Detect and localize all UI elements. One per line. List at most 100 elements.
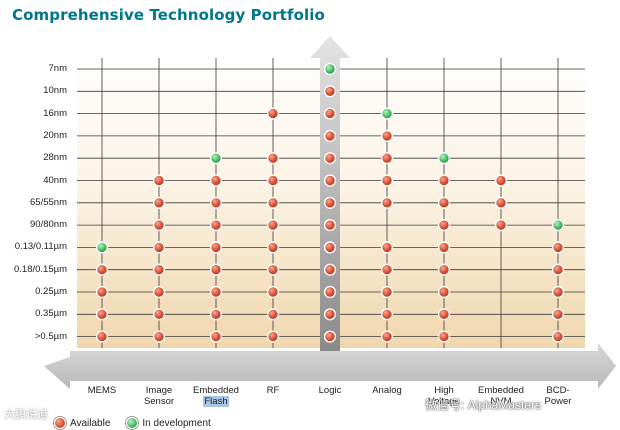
column-label-image-sensor: Image Sensor <box>143 385 175 407</box>
vertical-axis-arrow <box>310 36 350 351</box>
in-development-dot <box>323 62 337 76</box>
available-dot <box>266 263 280 276</box>
available-dot <box>323 129 337 143</box>
available-dot <box>380 241 394 254</box>
available-dot <box>380 174 394 187</box>
available-dot <box>494 219 508 232</box>
available-dot <box>95 263 109 276</box>
column-label-rf: RF <box>266 385 280 396</box>
available-dot <box>437 219 451 232</box>
available-dot <box>380 263 394 276</box>
legend-available-label: Available <box>70 417 111 429</box>
watermark-right: 微信号: AlphaMasters <box>425 398 542 412</box>
available-dot <box>323 85 337 98</box>
available-dot <box>95 285 109 299</box>
available-dot <box>323 196 337 209</box>
available-dot <box>209 174 223 187</box>
available-dot <box>266 174 280 187</box>
column-label-analog: Analog <box>372 385 402 396</box>
available-dot <box>494 196 508 209</box>
available-dot <box>152 196 166 209</box>
row-label: >0.5µm <box>34 330 67 342</box>
available-dot <box>323 241 337 254</box>
in-development-dot <box>209 152 223 165</box>
available-dot-icon <box>54 417 66 429</box>
available-dot <box>380 129 394 143</box>
column-label-bcd: BCD- Power <box>544 385 572 407</box>
available-dot <box>266 330 280 343</box>
available-dot <box>323 219 337 232</box>
available-dot <box>152 308 166 321</box>
available-dot <box>152 174 166 187</box>
available-dot <box>323 263 337 276</box>
available-dot <box>209 263 223 276</box>
legend: Available In development <box>54 417 227 429</box>
available-dot <box>380 196 394 209</box>
row-label: 7nm <box>48 63 67 74</box>
available-dot <box>551 308 565 321</box>
row-label: 0.13/0.11µm <box>14 241 67 253</box>
available-dot <box>152 241 166 254</box>
column-label-logic: Logic <box>318 385 342 396</box>
in-development-dot <box>437 152 451 165</box>
row-label: 65/55nm <box>30 196 67 208</box>
column-label-mems: MEMS <box>87 385 117 396</box>
available-dot <box>266 285 280 299</box>
row-label: 90/80nm <box>30 219 67 231</box>
row-label: 28nm <box>43 152 67 164</box>
row-label: 20nm <box>43 129 67 141</box>
available-dot <box>551 263 565 276</box>
available-dot <box>266 308 280 321</box>
column-label-embedded-nvm: Embedded NVM <box>478 385 524 407</box>
available-dot <box>266 196 280 209</box>
available-dot <box>266 241 280 254</box>
available-dot <box>266 152 280 165</box>
legend-available: Available <box>54 417 110 429</box>
available-dot <box>323 308 337 321</box>
available-dot <box>437 174 451 187</box>
available-dot <box>551 285 565 299</box>
available-dot <box>266 219 280 232</box>
column-label-embedded-flash: Embedded Flash <box>193 385 239 407</box>
row-label: 10nm <box>43 85 67 97</box>
available-dot <box>323 107 337 120</box>
dots-layer <box>95 62 565 343</box>
available-dot <box>209 330 223 343</box>
available-dot <box>323 174 337 187</box>
legend-in-development: In development <box>126 417 211 429</box>
available-dot <box>209 308 223 321</box>
available-dot <box>437 263 451 276</box>
horizontal-axis-arrow <box>44 343 616 389</box>
legend-in-development-label: In development <box>142 417 211 429</box>
available-dot <box>551 241 565 254</box>
in-development-dot-icon <box>126 417 139 429</box>
available-dot <box>323 330 337 343</box>
available-dot <box>95 308 109 321</box>
available-dot <box>209 219 223 232</box>
available-dot <box>266 107 280 120</box>
row-label: 0.35µm <box>35 308 67 320</box>
available-dot <box>209 196 223 209</box>
in-development-dot <box>551 219 565 232</box>
row-label: 16nm <box>43 107 67 119</box>
available-dot <box>152 219 166 232</box>
available-dot <box>209 285 223 299</box>
available-dot <box>437 241 451 254</box>
available-dot <box>152 263 166 276</box>
watermark-left: 大鹏说道 <box>4 409 48 421</box>
row-label: 0.25µm <box>35 286 67 297</box>
available-dot <box>437 330 451 343</box>
available-dot <box>209 241 223 254</box>
available-dot <box>380 330 394 343</box>
available-dot <box>323 152 337 165</box>
available-dot <box>323 285 337 299</box>
row-label: 40nm <box>43 174 67 186</box>
available-dot <box>95 330 109 343</box>
page-title: Comprehensive Technology Portfolio <box>12 6 325 24</box>
available-dot <box>380 308 394 321</box>
available-dot <box>437 308 451 321</box>
in-development-dot <box>95 241 109 254</box>
available-dot <box>551 330 565 343</box>
available-dot <box>494 174 508 187</box>
